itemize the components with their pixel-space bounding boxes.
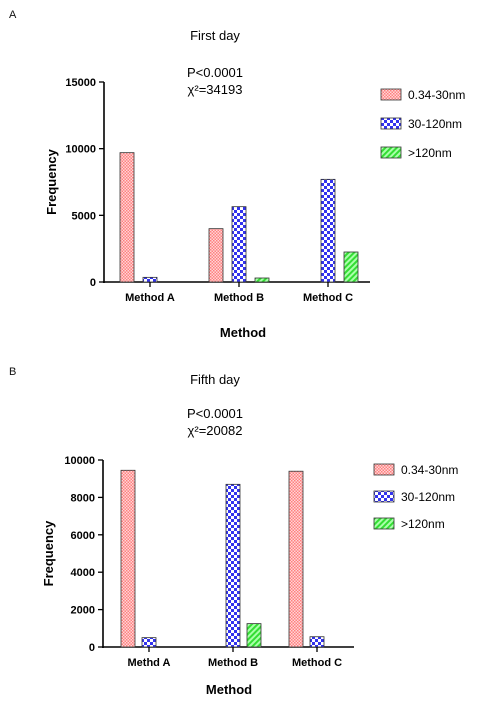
legend-label: 30-120nm: [401, 490, 455, 504]
panel-label-a: A: [9, 9, 17, 21]
bar-method-a-1: [142, 276, 158, 283]
y-tick-label: 4000: [71, 567, 95, 579]
legend-label: 0.34-30nm: [401, 463, 458, 477]
bar-method-b-2: [246, 623, 262, 648]
bar-method-c-1: [309, 636, 325, 648]
bar-method-c-2: [343, 251, 359, 283]
legend-label: 0.34-30nm: [408, 88, 465, 102]
y-tick-label: 10000: [64, 455, 95, 467]
stats-annotation: P<0.0001: [187, 406, 243, 421]
chart-panel-a: A First day P<0.0001 χ²=34193 0 5000 10000 150…: [0, 0, 477, 350]
chart-panel-b: B Fifth day P<0.0001 χ²=20082 0 2000 4000 6000…: [0, 360, 477, 699]
y-tick-label: 0: [90, 277, 96, 289]
bar-chart-first-day: First day P<0.0001 χ²=34193 0 5000 10000 15000…: [44, 28, 465, 340]
y-tick-label: 0: [89, 642, 95, 654]
y-tick-label: 2000: [71, 605, 95, 617]
y-tick-label: 15000: [65, 77, 96, 89]
y-tick-label: 6000: [71, 530, 95, 542]
bar-method-a-0: [119, 152, 135, 283]
y-axis-label: Frequency: [41, 520, 56, 587]
chart-title: First day: [190, 28, 240, 43]
y-tick-label: 10000: [65, 144, 96, 156]
x-tick-label: Method A: [125, 292, 175, 304]
bar-methd-a-1: [141, 637, 157, 648]
x-tick-label: Method B: [208, 657, 258, 669]
stats-annotation: χ²=34193: [188, 82, 243, 97]
legend-swatch: [380, 117, 402, 130]
x-tick-label: Method C: [303, 292, 353, 304]
bar-method-c-1: [320, 178, 336, 283]
bar-methd-a-0: [120, 469, 136, 648]
y-axis-label: Frequency: [44, 148, 59, 215]
stats-annotation: χ²=20082: [188, 423, 243, 438]
bar-method-b-2: [254, 277, 270, 283]
bar-method-b-1: [231, 206, 247, 283]
panel-label-b: B: [9, 366, 17, 378]
x-tick-label: Method C: [292, 657, 342, 669]
bar-method-b-1: [225, 483, 241, 648]
bar-method-c-0: [288, 470, 304, 648]
legend-swatch: [380, 146, 402, 159]
bar-method-b-0: [208, 228, 224, 283]
x-tick-label: Methd A: [128, 657, 171, 669]
chart-title: Fifth day: [190, 372, 240, 387]
legend-label: 30-120nm: [408, 117, 462, 131]
legend-swatch: [373, 490, 395, 503]
x-axis-label: Method: [220, 325, 266, 340]
legend-swatch: [373, 463, 395, 476]
x-tick-label: Method B: [214, 292, 264, 304]
y-tick-label: 8000: [71, 492, 95, 504]
legend-swatch: [380, 88, 402, 101]
legend-label: >120nm: [401, 517, 445, 531]
legend-swatch: [373, 517, 395, 530]
legend-label: >120nm: [408, 146, 452, 160]
bar-chart-fifth-day: Fifth day P<0.0001 χ²=20082 0 2000 4000 6000 80…: [41, 372, 458, 697]
x-axis-label: Method: [206, 682, 252, 697]
stats-annotation: P<0.0001: [187, 65, 243, 80]
y-tick-label: 5000: [72, 210, 96, 222]
